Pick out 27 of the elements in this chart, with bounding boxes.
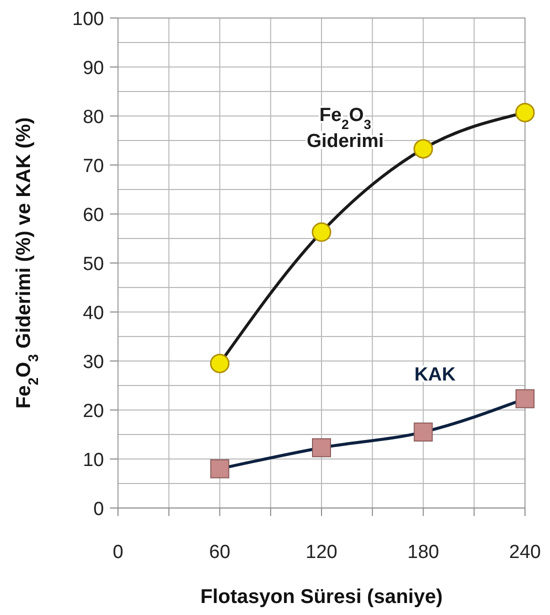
series-label: KAK [414,364,456,386]
y-tick-label: 40 [82,303,104,324]
x-tick-label: 120 [306,542,338,563]
x-axis-title: Flotasyon Süresi (saniye) [200,586,443,608]
y-tick-label: 100 [72,9,104,30]
x-tick-label: 240 [509,542,541,563]
x-tick-label: 180 [407,542,440,563]
point [414,422,433,442]
point [414,139,433,159]
x-tick-label: 0 [112,542,124,563]
point [210,354,230,374]
series-label: Fe$_{2}$O$_{3}$ Giderimi [306,104,384,152]
y-tick-label: 20 [82,401,104,422]
y-tick-label: 50 [82,254,104,275]
point [312,438,331,458]
y-tick-label: 90 [82,58,104,79]
point [515,102,535,122]
x-tick-label: 60 [209,542,230,563]
y-tick-label: 10 [82,450,104,471]
point [312,222,332,242]
point [210,459,230,478]
y-tick-label: 60 [82,205,104,226]
y-tick-label: 0 [93,499,104,520]
y-tick-label: 70 [82,156,104,177]
y-tick-label: 30 [82,352,104,373]
point [516,389,534,408]
y-tick-label: 80 [82,107,104,128]
